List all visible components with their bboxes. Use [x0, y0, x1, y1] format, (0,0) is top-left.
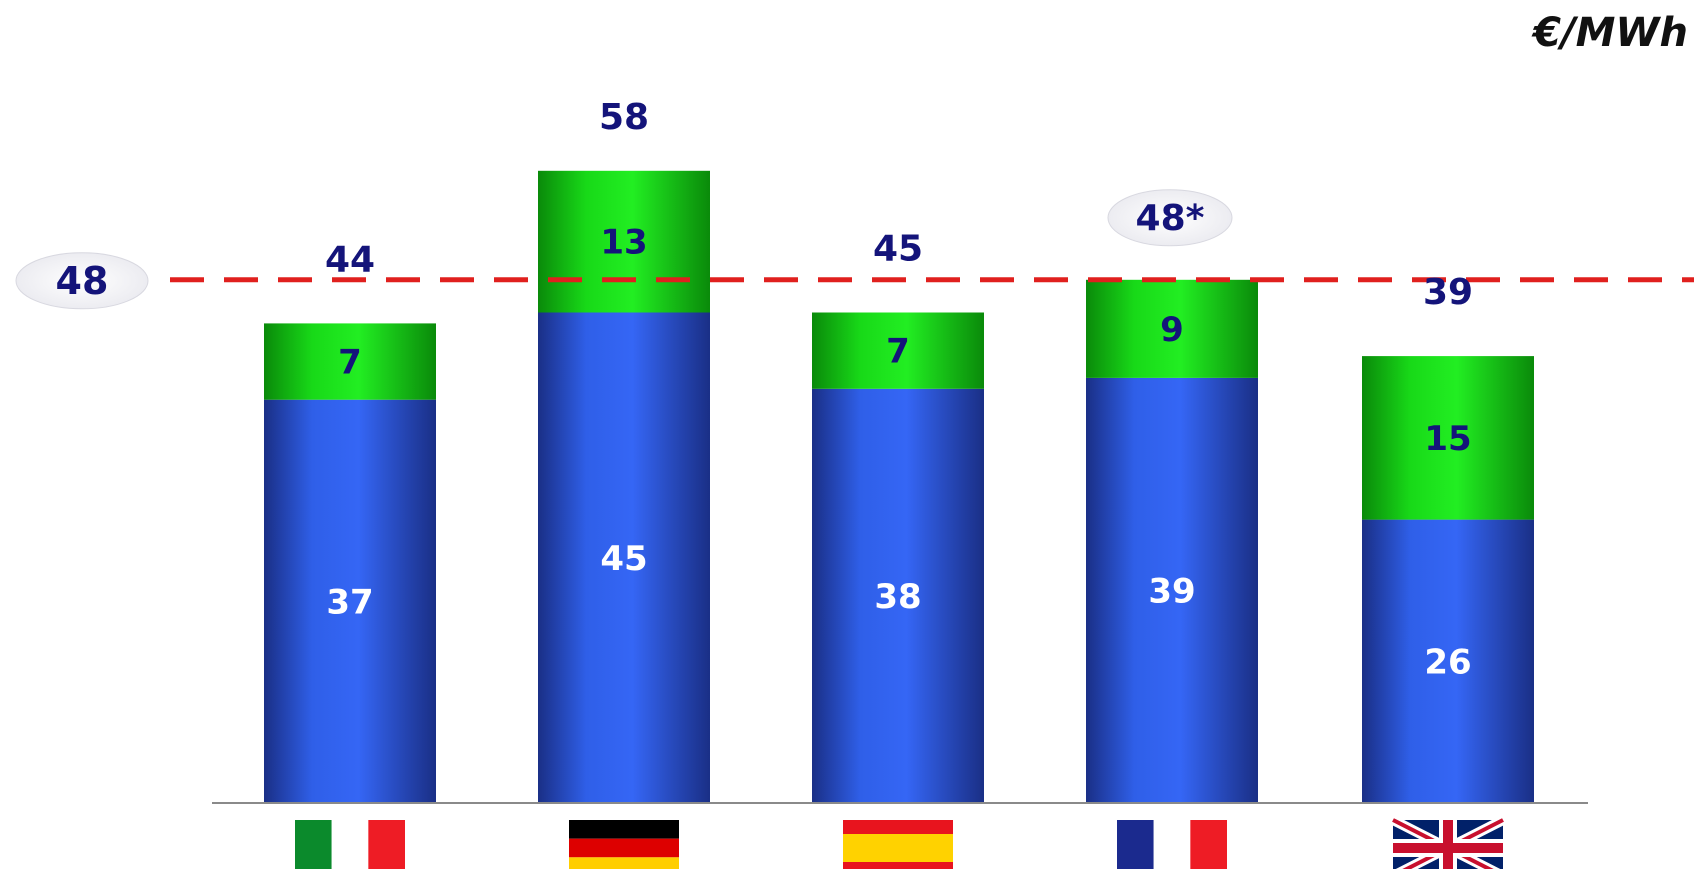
bar-segment-green: [538, 170, 710, 313]
bar-segment-green: [1362, 356, 1534, 520]
total-value-label: 39: [1423, 272, 1473, 313]
bar-segment-green: [812, 312, 984, 389]
segment-value-label: 38: [874, 577, 921, 617]
unit-label: €/MWh: [1531, 10, 1688, 56]
bar-segment-blue: [1086, 377, 1258, 803]
bar-segment-blue: [264, 399, 436, 803]
segment-value-label: 13: [600, 223, 647, 263]
germany-flag-icon: [569, 820, 679, 869]
reference-oval: [15, 252, 149, 310]
bar-segment-green: [264, 323, 436, 400]
france-flag-icon: [1117, 820, 1227, 869]
total-value-label: 45: [873, 229, 923, 270]
segment-value-label: 7: [886, 332, 910, 372]
total-value-label: 48*: [1136, 198, 1205, 239]
total-value-label: 44: [325, 239, 375, 280]
italy-flag-icon: [295, 820, 405, 869]
spain-flag-icon: [843, 820, 953, 869]
segment-value-label: 9: [1160, 310, 1184, 350]
total-oval: [1107, 189, 1233, 247]
segment-value-label: 45: [600, 539, 647, 579]
reference-line-label: 48: [56, 259, 109, 303]
segment-value-label: 26: [1424, 642, 1471, 682]
segment-value-label: 15: [1424, 419, 1471, 459]
total-value-label: 58: [599, 97, 649, 138]
uk-flag-icon: [1390, 815, 1506, 869]
segment-value-label: 7: [338, 343, 362, 383]
bar-segment-blue: [812, 388, 984, 803]
bar-segment-blue: [538, 312, 710, 803]
segment-value-label: 39: [1148, 571, 1195, 611]
bar-segment-blue: [1362, 519, 1534, 803]
segment-value-label: 37: [326, 582, 373, 622]
bar-segment-green: [1086, 279, 1258, 378]
